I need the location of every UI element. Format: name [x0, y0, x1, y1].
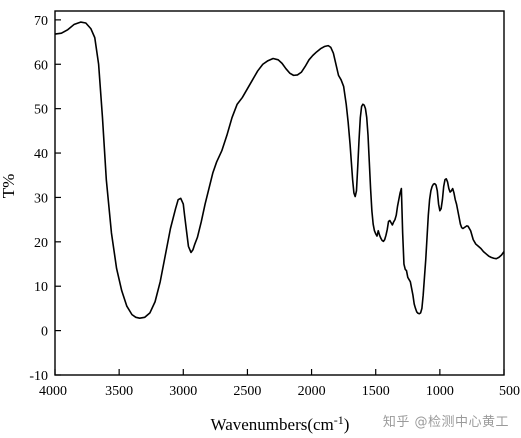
plot-frame [54, 10, 505, 376]
y-tick-label: 60 [34, 58, 48, 73]
x-tick-label: 3000 [169, 384, 197, 399]
x-axis-label: Wavenumbers(cm-1) [211, 413, 350, 434]
x-axis-ticks: 4000 3500 3000 2500 2000 1500 1000 500 [39, 369, 520, 399]
y-tick-label: 20 [34, 236, 48, 251]
y-tick-label: 30 [34, 191, 48, 206]
x-tick-label: 4000 [39, 384, 67, 399]
y-tick-label: 40 [34, 147, 48, 162]
y-tick-label: 70 [34, 14, 48, 29]
x-tick-label: 2500 [233, 384, 261, 399]
y-axis-ticks: -10 0 10 20 30 40 50 60 70 [29, 14, 61, 384]
x-tick-label: 500 [499, 384, 520, 399]
x-tick-label: 2000 [298, 384, 326, 399]
x-tick-label: 1500 [362, 384, 390, 399]
y-tick-label: 0 [41, 325, 48, 340]
x-axis-label-superscript: -1 [334, 413, 344, 427]
y-tick-label: 50 [34, 103, 48, 118]
x-tick-label: 1000 [426, 384, 454, 399]
transmittance-series-line [54, 21, 505, 319]
y-tick-label: -10 [29, 369, 48, 384]
x-axis-label-main: Wavenumbers(cm [211, 415, 334, 434]
x-tick-label: 3500 [105, 384, 133, 399]
y-axis-label: T% [0, 174, 18, 199]
x-axis-label-suffix: ) [344, 415, 350, 434]
y-tick-label: 10 [34, 280, 48, 295]
watermark: 知乎 @检测中心黄工 [382, 415, 509, 430]
